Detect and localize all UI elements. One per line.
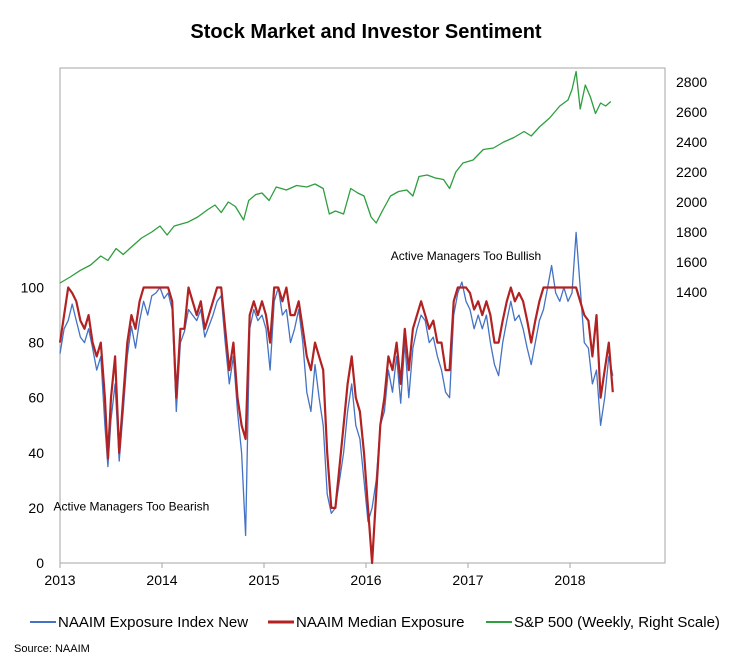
y-left-tick-label: 40: [28, 445, 44, 461]
series-layer: [58, 70, 614, 565]
x-axis: 2013 2014 2015 2016 2017 2018: [44, 563, 586, 588]
source-note: Source: NAAIM: [14, 643, 90, 655]
x-tick-label: 2016: [350, 572, 381, 588]
y-right-tick-label: 1800: [676, 224, 707, 240]
left-axis: 0 20 40 60 80 100: [21, 280, 45, 572]
x-tick-label: 2015: [248, 572, 279, 588]
y-right-tick-label: 2400: [676, 134, 707, 150]
y-left-tick-label: 100: [21, 280, 45, 296]
x-tick-label: 2013: [44, 572, 75, 588]
y-right-tick-label: 1400: [676, 284, 707, 300]
y-right-tick-label: 2000: [676, 194, 707, 210]
y-left-tick-label: 80: [28, 335, 44, 351]
y-left-tick-label: 60: [28, 390, 44, 406]
chart-title: Stock Market and Investor Sentiment: [190, 21, 542, 43]
y-right-tick-label: 2600: [676, 104, 707, 120]
y-left-tick-label: 20: [28, 500, 44, 516]
right-axis: 1400 1600 1800 2000 2200 2400 2600 2800: [676, 74, 707, 300]
x-tick-label: 2014: [146, 572, 177, 588]
series-line-s-p-500-weekly-right-scale: [59, 70, 612, 284]
x-tick-label: 2018: [554, 572, 585, 588]
legend-label: NAAIM Median Exposure: [296, 614, 464, 631]
annotations: Active Managers Too Bullish Active Manage…: [53, 249, 541, 514]
annotation-label: Active Managers Too Bearish: [53, 500, 209, 514]
plot-area: [59, 67, 666, 564]
y-left-tick-label: 0: [36, 555, 44, 571]
y-right-tick-label: 2200: [676, 164, 707, 180]
legend-label: S&P 500 (Weekly, Right Scale): [514, 614, 720, 631]
y-right-tick-label: 2800: [676, 74, 707, 90]
x-tick-label: 2017: [452, 572, 483, 588]
y-right-tick-label: 1600: [676, 254, 707, 270]
series-line-naaim-median-exposure: [58, 286, 614, 565]
legend-label: NAAIM Exposure Index New: [58, 614, 248, 631]
annotation-label: Active Managers Too Bullish: [391, 249, 542, 263]
legend: NAAIM Exposure Index New NAAIM Median Exp…: [30, 614, 720, 631]
